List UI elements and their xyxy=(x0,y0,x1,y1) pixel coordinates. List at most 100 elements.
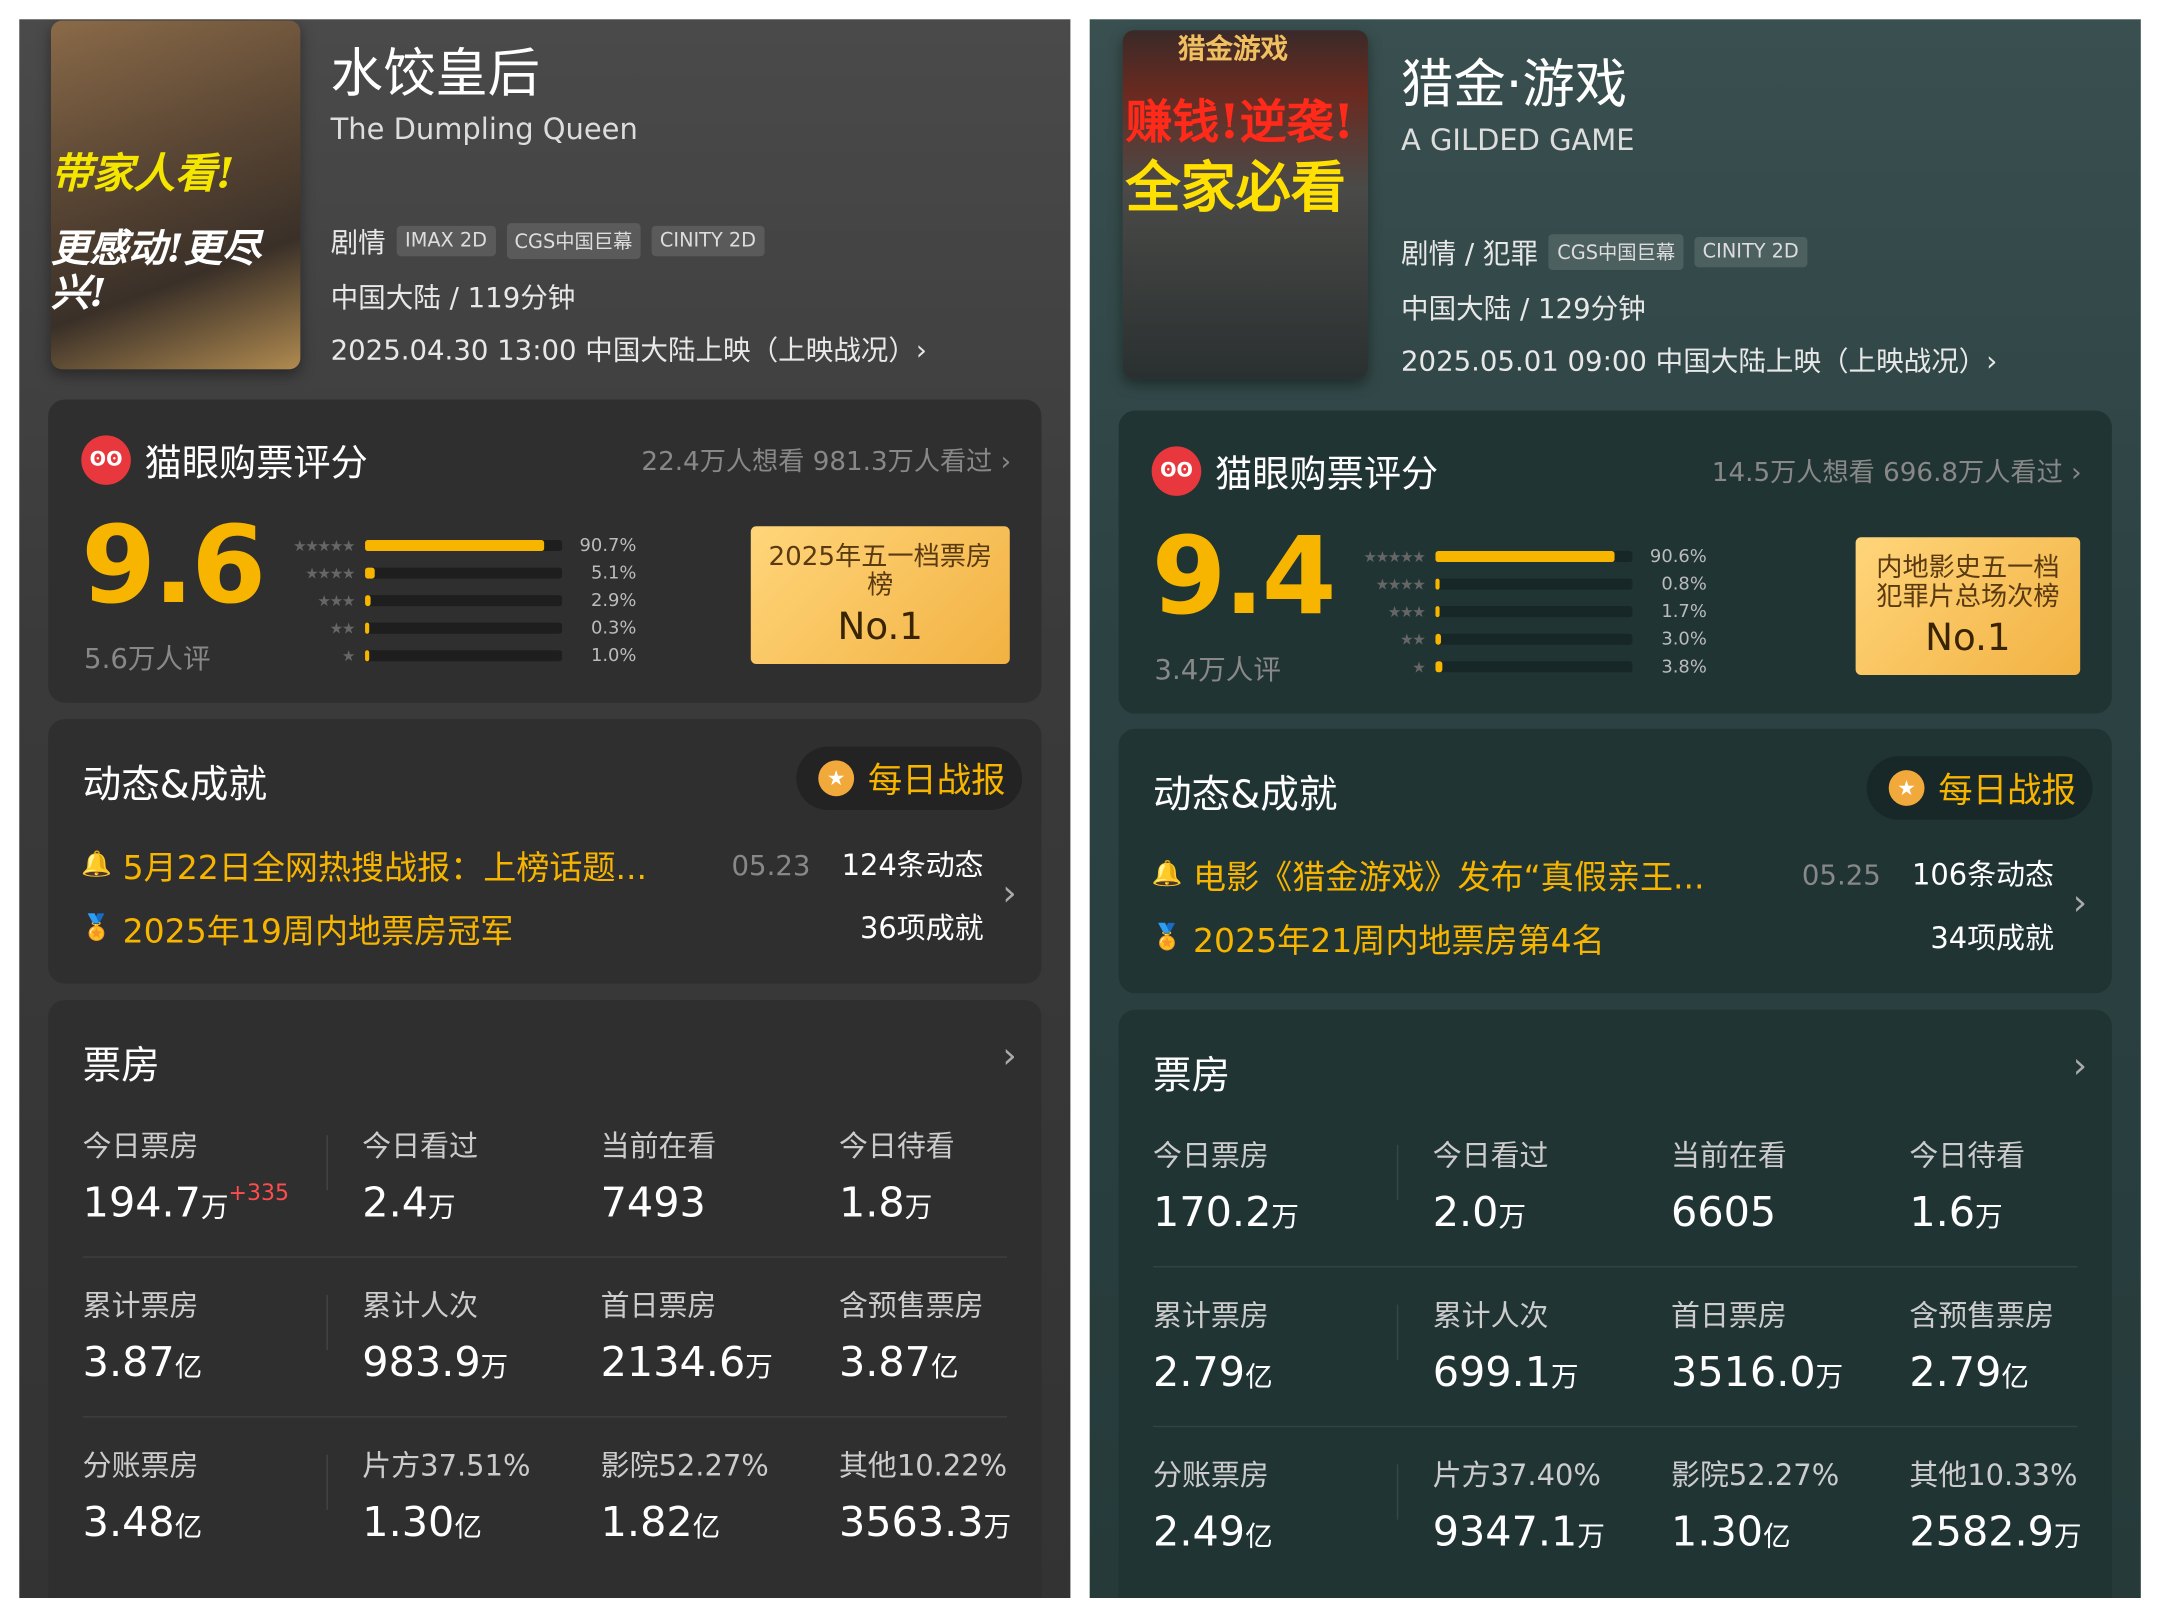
box-office-stat: 今日待看 1.8万 xyxy=(839,1124,955,1228)
bell-icon: 🔔 xyxy=(1151,859,1183,889)
stat-unit: 万 xyxy=(1815,1359,1844,1393)
star-icons: ★★★★ xyxy=(1375,575,1426,594)
release-link[interactable]: 2025.04.30 13:00 中国大陆上映（上映战况）› xyxy=(330,333,927,367)
chevron-right-icon[interactable]: › xyxy=(2072,883,2088,925)
box-office-stat: 首日票房 2134.6万 xyxy=(601,1284,773,1387)
stat-value: 2.4万 xyxy=(362,1179,478,1227)
stat-number: 7493 xyxy=(600,1179,706,1228)
stat-value: 2582.9万 xyxy=(1909,1508,2081,1556)
stat-unit: 万 xyxy=(428,1190,456,1224)
distribution-percent: 1.7% xyxy=(1661,601,1707,622)
distribution-percent: 90.6% xyxy=(1649,546,1707,567)
stat-label: 今日看过 xyxy=(1432,1139,1549,1173)
stat-label: 片方37.51% xyxy=(362,1449,531,1483)
star-icons: ★ xyxy=(341,646,356,665)
chevron-right-icon[interactable]: › xyxy=(1002,873,1017,915)
stat-unit: 万 xyxy=(200,1190,229,1224)
movie-poster[interactable]: 带家人看! 更感动!更尽兴! xyxy=(50,20,301,370)
stat-number: 3.87 xyxy=(838,1339,931,1388)
distribution-track xyxy=(1435,661,1633,673)
achievement-item[interactable]: 🏅 2025年19周内地票房冠军 xyxy=(81,904,513,952)
release-link[interactable]: 2025.05.01 09:00 中国大陆上映（上映战况）› xyxy=(1401,344,1998,378)
stat-number: 1.30 xyxy=(362,1498,455,1548)
stat-number: 1.30 xyxy=(1671,1508,1764,1557)
stat-value: 3.87亿 xyxy=(83,1339,203,1387)
stat-label: 片方37.40% xyxy=(1432,1458,1601,1492)
ranking-badge[interactable]: 内地影史五一档犯罪片总场次榜 No.1 xyxy=(1855,537,2081,676)
ranking-badge[interactable]: 2025年五一档票房榜 No.1 xyxy=(750,526,1010,665)
chevron-right-icon[interactable]: › xyxy=(1002,1035,1017,1078)
column-divider xyxy=(1396,1464,1399,1520)
distribution-percent: 2.9% xyxy=(590,590,637,611)
format-tag: CINITY 2D xyxy=(1694,236,1808,267)
rating-count: 5.6万人评 xyxy=(84,641,211,676)
news-item[interactable]: 🔔 5月22日全网热搜战报：上榜话题... 05.23 xyxy=(81,840,1018,888)
column-divider xyxy=(1396,1304,1399,1360)
box-office-stat: 今日票房 170.2万 xyxy=(1153,1134,1299,1237)
chevron-right-icon[interactable]: › xyxy=(2072,1045,2088,1087)
news-date: 05.23 xyxy=(731,847,811,881)
distribution-row: ★★★★★ 90.7% xyxy=(255,532,655,560)
news-item[interactable]: 🔔 电影《猎金游戏》发布“真假亲王... 05.25 xyxy=(1152,850,2089,898)
box-office-stat: 首日票房 3516.0万 xyxy=(1671,1294,1843,1397)
distribution-fill xyxy=(365,595,371,607)
stat-value: 1.8万 xyxy=(839,1179,955,1227)
dynamics-card: 动态&成就 ★ 每日战报 🔔 5月22日全网热搜战报：上榜话题... 05.23 124条动… xyxy=(48,719,1042,984)
region-duration: 中国大陆 / 129分钟 xyxy=(1401,292,1646,326)
dynamics-card: 动态&成就 ★ 每日战报 🔔 电影《猎金游戏》发布“真假亲王... 05.25 106条动态… xyxy=(1118,728,2112,994)
daily-report-button[interactable]: ★ 每日战报 xyxy=(1866,756,2093,820)
achievement-item[interactable]: 🏅 2025年21周内地票房第4名 xyxy=(1152,913,1605,961)
stat-value: 2.79亿 xyxy=(1153,1349,1273,1397)
daily-report-button[interactable]: ★ 每日战报 xyxy=(796,746,1023,811)
stat-value: 3563.3万 xyxy=(839,1499,1011,1547)
stat-label: 分账票房 xyxy=(82,1449,199,1483)
box-office-title: 票房 xyxy=(1153,1052,1231,1098)
stat-number: 1.6 xyxy=(1909,1188,1976,1238)
distribution-fill xyxy=(365,567,376,579)
box-office-stat: 含预售票房 3.87亿 xyxy=(839,1284,984,1387)
box-office-stat: 今日看过 2.0万 xyxy=(1433,1134,1549,1237)
format-tag: CINITY 2D xyxy=(651,225,765,256)
stat-label: 累计人次 xyxy=(362,1289,479,1323)
distribution-track xyxy=(365,567,563,579)
stat-number: 2134.6 xyxy=(600,1339,746,1388)
rating-card: ʘʘ 猫眼购票评分 22.4万人想看 981.3万人看过 › 9.6 5.6万人评 ★★★… xyxy=(48,399,1042,703)
stat-label: 今日票房 xyxy=(1153,1139,1269,1173)
stat-value: 7493 xyxy=(601,1179,717,1227)
box-office-stat: 影院52.27% 1.30亿 xyxy=(1671,1453,1839,1557)
badge-rank: No.1 xyxy=(837,606,923,649)
distribution-track xyxy=(1435,551,1633,563)
stat-number: 2.0 xyxy=(1432,1188,1499,1238)
format-tag: CGS中国巨幕 xyxy=(506,222,641,259)
want-watched-link[interactable]: 14.5万人想看 696.8万人看过 › xyxy=(1711,457,2082,488)
distribution-percent: 5.1% xyxy=(590,562,637,584)
news-date: 05.25 xyxy=(1801,857,1881,891)
rating-title: 猫眼购票评分 xyxy=(1215,453,1439,496)
bell-icon: 🔔 xyxy=(81,849,113,879)
distribution-track xyxy=(365,595,563,607)
distribution-track xyxy=(1435,633,1633,645)
stat-unit: 亿 xyxy=(930,1350,959,1384)
want-watched-link[interactable]: 22.4万人想看 981.3万人看过 › xyxy=(641,446,1012,477)
distribution-percent: 0.3% xyxy=(590,617,637,639)
stat-label: 其他10.22% xyxy=(838,1449,1008,1483)
distribution-percent: 3.8% xyxy=(1661,656,1707,678)
stat-label: 影院52.27% xyxy=(600,1449,769,1483)
stat-label: 今日票房 xyxy=(82,1129,199,1163)
stat-label: 累计票房 xyxy=(1153,1299,1269,1333)
genre: 剧情 xyxy=(330,225,386,259)
distribution-track xyxy=(365,540,563,552)
box-office-stat: 今日待看 1.6万 xyxy=(1909,1134,2025,1237)
box-office-stat: 片方37.51% 1.30亿 xyxy=(362,1444,530,1547)
distribution-percent: 90.7% xyxy=(579,535,637,556)
dynamics-title: 动态&成就 xyxy=(1153,771,1338,817)
stat-label: 分账票房 xyxy=(1153,1458,1269,1492)
maoyan-cat-icon: ʘʘ xyxy=(1151,446,1202,496)
stat-value: 1.82亿 xyxy=(601,1499,769,1547)
movie-poster[interactable]: 猎金游戏 赚钱!逆袭! 全家必看 xyxy=(1122,30,1368,379)
achievement-text: 2025年21周内地票房第4名 xyxy=(1193,921,1605,961)
row-divider xyxy=(82,1416,1008,1418)
distribution-fill xyxy=(1435,661,1443,673)
news-count: 106条动态 xyxy=(1911,858,2055,892)
movie-subtitle: The Dumpling Queen xyxy=(330,112,638,147)
